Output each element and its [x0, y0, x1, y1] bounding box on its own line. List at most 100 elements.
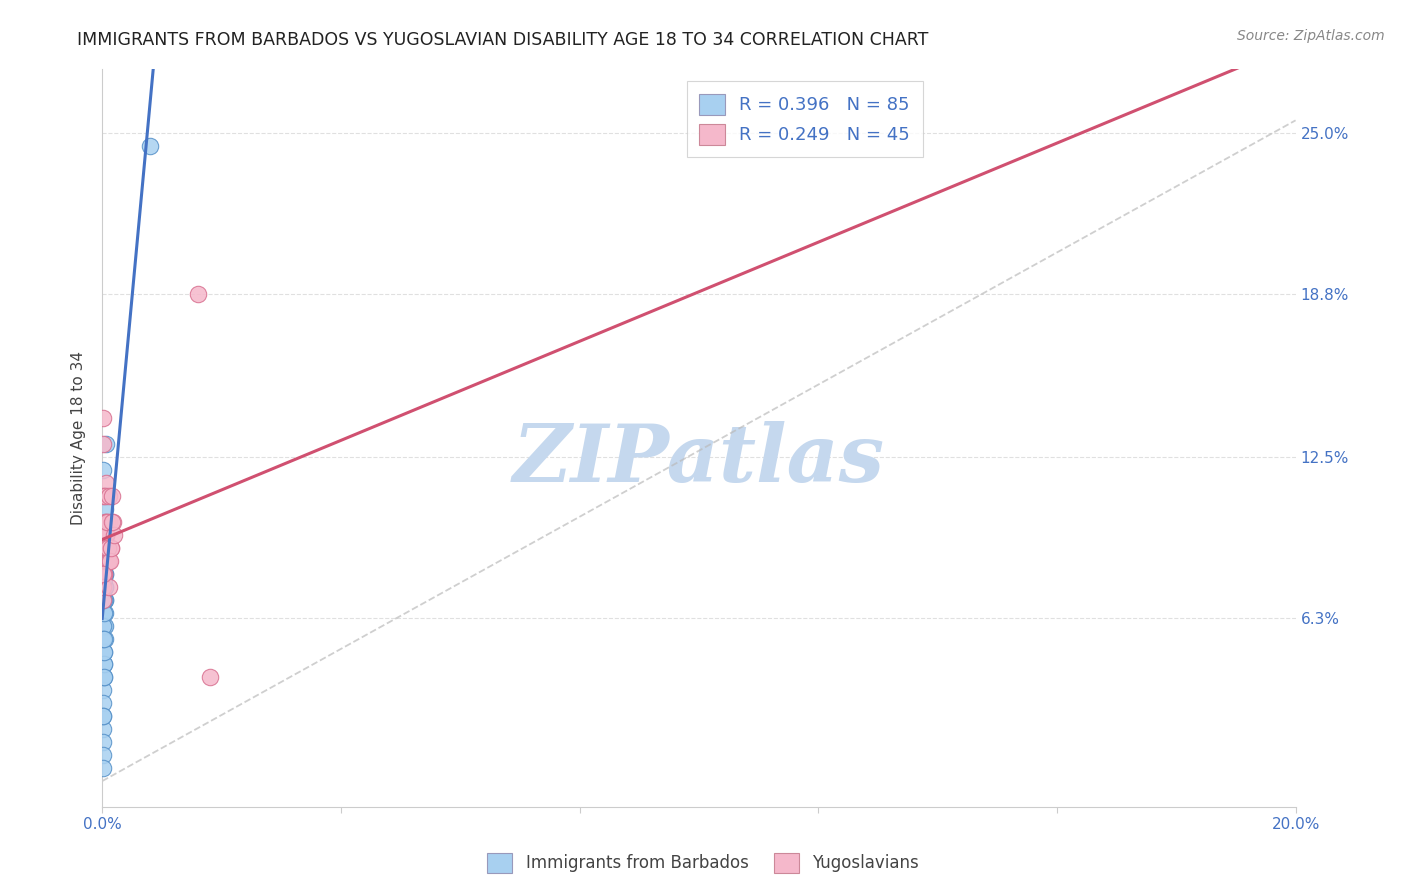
Point	[94, 528, 117, 542]
Point	[93, 528, 115, 542]
Point	[97, 541, 120, 555]
Point	[93, 541, 115, 555]
Point	[94, 528, 117, 542]
Point	[94, 528, 117, 542]
Point	[93, 580, 115, 594]
Point	[93, 632, 115, 646]
Point	[103, 528, 125, 542]
Point	[94, 515, 117, 529]
Point	[93, 554, 115, 568]
Point	[101, 515, 124, 529]
Point	[96, 528, 118, 542]
Point	[93, 528, 115, 542]
Point	[187, 287, 209, 301]
Point	[93, 735, 115, 749]
Point	[93, 592, 115, 607]
Point	[93, 618, 115, 632]
Point	[93, 566, 115, 581]
Point	[93, 606, 115, 620]
Point	[93, 632, 115, 646]
Point	[101, 515, 124, 529]
Point	[98, 554, 121, 568]
Point	[93, 592, 115, 607]
Point	[94, 528, 117, 542]
Point	[93, 541, 115, 555]
Point	[93, 528, 115, 542]
Point	[96, 437, 118, 451]
Text: ZIPatlas: ZIPatlas	[513, 421, 884, 499]
Point	[93, 566, 115, 581]
Point	[93, 644, 115, 658]
Legend: R = 0.396   N = 85, R = 0.249   N = 45: R = 0.396 N = 85, R = 0.249 N = 45	[686, 81, 922, 157]
Point	[94, 528, 117, 542]
Point	[93, 463, 115, 477]
Point	[93, 554, 115, 568]
Point	[93, 566, 115, 581]
Point	[93, 554, 115, 568]
Point	[93, 657, 115, 672]
Point	[97, 580, 120, 594]
Point	[97, 541, 120, 555]
Point	[93, 502, 115, 516]
Point	[93, 683, 115, 698]
Point	[94, 554, 117, 568]
Point	[93, 709, 115, 723]
Point	[93, 528, 115, 542]
Point	[93, 554, 115, 568]
Point	[93, 606, 115, 620]
Point	[93, 554, 115, 568]
Point	[96, 554, 118, 568]
Point	[100, 541, 122, 555]
Point	[93, 618, 115, 632]
Point	[93, 618, 115, 632]
Point	[93, 670, 115, 684]
Point	[93, 554, 115, 568]
Point	[93, 592, 115, 607]
Point	[93, 554, 115, 568]
Point	[94, 489, 117, 503]
Point	[93, 554, 115, 568]
Point	[93, 541, 115, 555]
Point	[96, 541, 118, 555]
Point	[93, 592, 115, 607]
Point	[97, 554, 120, 568]
Point	[93, 541, 115, 555]
Point	[93, 592, 115, 607]
Point	[94, 515, 117, 529]
Point	[93, 489, 115, 503]
Point	[94, 515, 117, 529]
Point	[93, 411, 115, 425]
Point	[93, 554, 115, 568]
Point	[93, 580, 115, 594]
Point	[93, 566, 115, 581]
Point	[100, 541, 122, 555]
Point	[100, 489, 122, 503]
Point	[97, 489, 120, 503]
Point	[93, 670, 115, 684]
Point	[98, 554, 121, 568]
Text: Source: ZipAtlas.com: Source: ZipAtlas.com	[1237, 29, 1385, 43]
Point	[96, 515, 118, 529]
Point	[93, 632, 115, 646]
Point	[94, 554, 117, 568]
Point	[97, 541, 120, 555]
Point	[93, 723, 115, 737]
Point	[93, 709, 115, 723]
Point	[94, 554, 117, 568]
Point	[139, 139, 162, 153]
Point	[93, 606, 115, 620]
Point	[94, 476, 117, 491]
Point	[93, 592, 115, 607]
Y-axis label: Disability Age 18 to 34: Disability Age 18 to 34	[72, 351, 86, 524]
Point	[93, 657, 115, 672]
Text: IMMIGRANTS FROM BARBADOS VS YUGOSLAVIAN DISABILITY AGE 18 TO 34 CORRELATION CHAR: IMMIGRANTS FROM BARBADOS VS YUGOSLAVIAN …	[77, 31, 929, 49]
Point	[94, 489, 117, 503]
Point	[94, 566, 117, 581]
Point	[93, 606, 115, 620]
Point	[93, 554, 115, 568]
Point	[94, 541, 117, 555]
Point	[93, 541, 115, 555]
Point	[93, 748, 115, 763]
Point	[93, 618, 115, 632]
Point	[93, 696, 115, 710]
